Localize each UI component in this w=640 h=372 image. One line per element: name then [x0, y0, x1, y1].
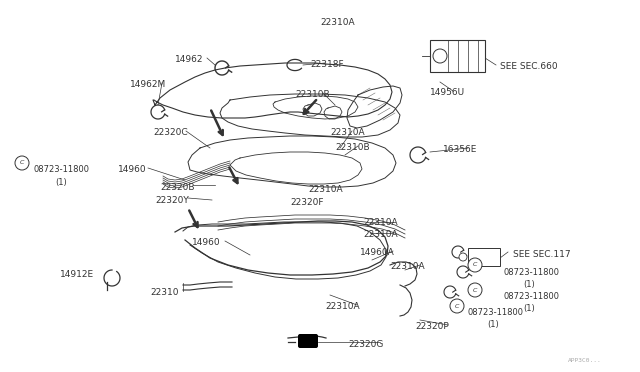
- Text: 14962: 14962: [175, 55, 204, 64]
- Text: 22310B: 22310B: [295, 90, 330, 99]
- Circle shape: [459, 253, 467, 261]
- Text: 22310A: 22310A: [363, 218, 397, 227]
- FancyBboxPatch shape: [298, 334, 318, 348]
- Text: 08723-11800: 08723-11800: [503, 292, 559, 301]
- Text: (1): (1): [523, 280, 535, 289]
- Text: 14962M: 14962M: [130, 80, 166, 89]
- Circle shape: [468, 258, 482, 272]
- Bar: [468, 248, 500, 266]
- Text: 22310A: 22310A: [308, 185, 342, 194]
- Text: SEE SEC.117: SEE SEC.117: [513, 250, 571, 259]
- Text: (1): (1): [487, 320, 499, 329]
- Text: 22320F: 22320F: [290, 198, 323, 207]
- Text: 08723-11800: 08723-11800: [503, 268, 559, 277]
- Text: 08723-11800: 08723-11800: [467, 308, 523, 317]
- Text: APP3C0...: APP3C0...: [568, 358, 602, 363]
- Circle shape: [433, 49, 447, 63]
- Text: 22320P: 22320P: [415, 322, 449, 331]
- Text: SEE SEC.660: SEE SEC.660: [500, 62, 557, 71]
- Text: 22320Y: 22320Y: [155, 196, 189, 205]
- Text: 22310A: 22310A: [325, 302, 360, 311]
- Text: 14960: 14960: [118, 165, 147, 174]
- Text: 14956U: 14956U: [430, 88, 465, 97]
- Circle shape: [15, 156, 29, 170]
- Text: 22310A: 22310A: [390, 262, 424, 271]
- Text: 08723-11800: 08723-11800: [33, 165, 89, 174]
- Text: 22310A: 22310A: [363, 230, 397, 239]
- Circle shape: [450, 299, 464, 313]
- Text: 22320C: 22320C: [153, 128, 188, 137]
- Text: C: C: [455, 304, 459, 308]
- Text: 14960: 14960: [192, 238, 221, 247]
- Text: 22310A: 22310A: [320, 18, 355, 27]
- Text: 14960A: 14960A: [360, 248, 395, 257]
- Text: 22310: 22310: [150, 288, 179, 297]
- Text: 22310B: 22310B: [335, 143, 370, 152]
- Text: 14912E: 14912E: [60, 270, 94, 279]
- Text: 22310A: 22310A: [330, 128, 365, 137]
- Text: C: C: [20, 160, 24, 166]
- Text: (1): (1): [523, 304, 535, 313]
- Text: C: C: [473, 288, 477, 292]
- Text: 22318F: 22318F: [310, 60, 344, 69]
- Text: 16356E: 16356E: [443, 145, 477, 154]
- Bar: [430, 40, 485, 72]
- Text: (1): (1): [55, 178, 67, 187]
- Circle shape: [468, 283, 482, 297]
- Text: 22320G: 22320G: [348, 340, 383, 349]
- Text: 22320B: 22320B: [160, 183, 195, 192]
- Text: C: C: [473, 263, 477, 267]
